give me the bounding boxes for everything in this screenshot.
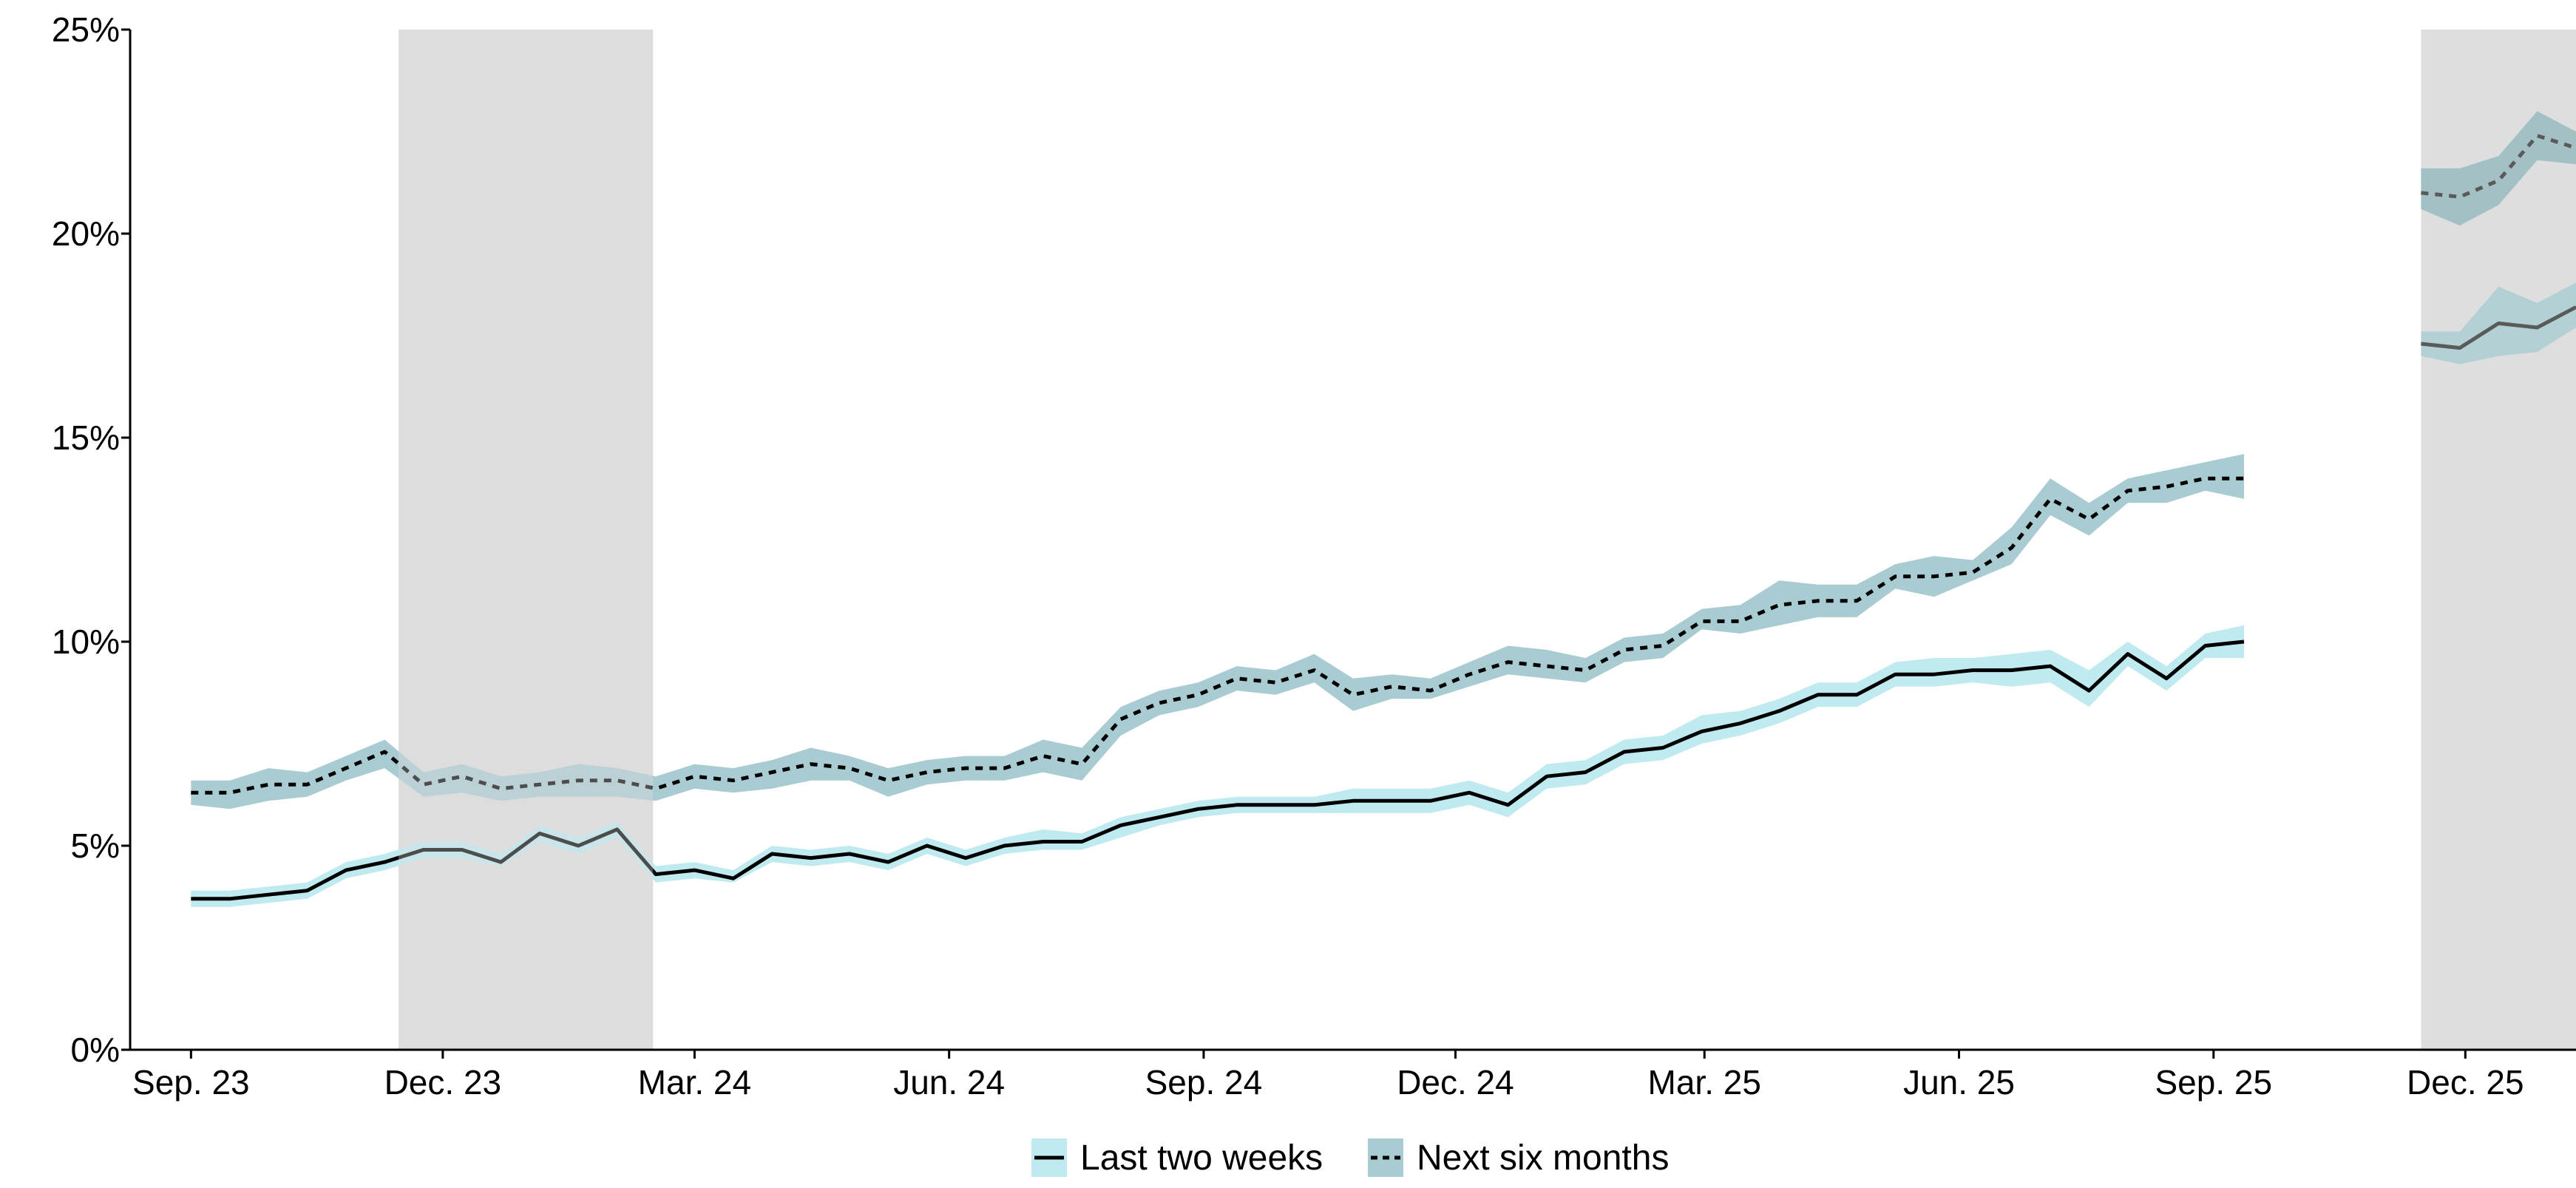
x-tick-label: Jun. 24 <box>893 1063 1005 1102</box>
x-tick-label: Sep. 24 <box>1145 1063 1263 1102</box>
y-tick-label: 15% <box>52 418 120 457</box>
series-line <box>2421 305 2576 350</box>
x-tick-label: Mar. 25 <box>1648 1063 1761 1102</box>
shaded-period <box>398 30 654 1050</box>
shaded-period-overlay <box>398 30 654 1050</box>
y-tick-label: 10% <box>52 622 120 661</box>
series-lines <box>191 134 2576 901</box>
y-tick-label: 5% <box>71 826 120 865</box>
series-line <box>191 476 2244 795</box>
x-tick-label: Mar. 24 <box>638 1063 751 1102</box>
x-tick-label: Dec. 24 <box>1397 1063 1514 1102</box>
x-tick-label: Dec. 25 <box>2407 1063 2524 1102</box>
y-tick-label: 20% <box>52 214 120 253</box>
y-tick-label: 0% <box>71 1031 120 1069</box>
shaded-overlay <box>398 30 654 1050</box>
legend-label: Last two weeks <box>1080 1138 1323 1178</box>
confidence-band <box>2421 111 2576 225</box>
axes: 0% 5% 10% 15% 20% 25% Sep. 23 Dec. 23 Mar. 24 Jun… <box>52 10 2576 1102</box>
confidence-band <box>191 625 2244 907</box>
confidence-band <box>191 454 2244 809</box>
x-tick-label: Sep. 25 <box>2155 1063 2272 1102</box>
x-tick-label: Dec. 23 <box>384 1063 502 1102</box>
legend-label: Next six months <box>1417 1138 1669 1178</box>
shaded-periods <box>398 30 2576 1050</box>
series-line <box>191 639 2245 901</box>
x-tick-label: Jun. 25 <box>1903 1063 2015 1102</box>
y-tick-label: 25% <box>52 10 120 49</box>
legend: Last two weeks Next six months <box>1031 1138 1669 1178</box>
x-tick-label: Sep. 23 <box>132 1063 250 1102</box>
